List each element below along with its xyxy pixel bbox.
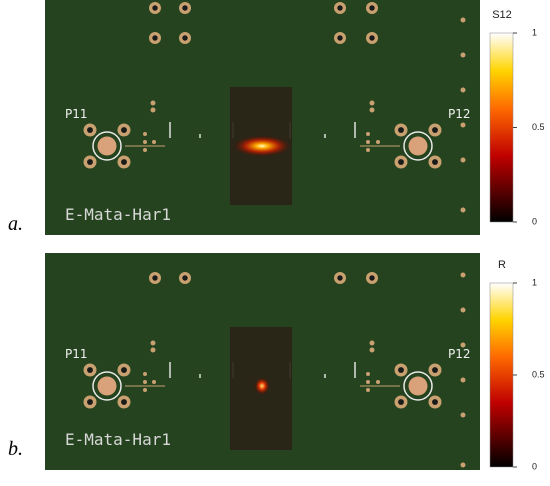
dot: [152, 380, 156, 384]
via-hole: [152, 275, 158, 281]
via-hole: [121, 127, 127, 133]
via-hole: [432, 159, 438, 165]
dot: [460, 272, 466, 278]
pad: [408, 376, 428, 396]
via-hole: [87, 367, 93, 373]
heatmap-spot: [254, 377, 270, 395]
colorbar-tick-label: 0: [532, 216, 537, 226]
port-label: P11: [65, 107, 88, 121]
dot: [366, 148, 370, 152]
dot: [460, 157, 466, 163]
dot: [376, 380, 380, 384]
pad: [97, 136, 117, 156]
via-hole: [398, 159, 404, 165]
dot: [460, 122, 466, 128]
via-hole: [182, 5, 188, 11]
panel: P11 P12 E-Mata-Har1: [45, 0, 480, 235]
pad-ring: [403, 131, 433, 161]
via-hole: [87, 399, 93, 405]
port-label: P12: [448, 347, 471, 361]
pad-ring: [92, 371, 122, 401]
via-hole: [369, 275, 375, 281]
dot: [150, 107, 156, 113]
dot: [143, 140, 147, 144]
pad: [97, 376, 117, 396]
via-hole: [182, 35, 188, 41]
pad-ring: [92, 131, 122, 161]
panel-label: a.: [8, 213, 23, 235]
dot: [369, 100, 375, 106]
via-hole: [337, 275, 343, 281]
dot: [152, 140, 156, 144]
via-hole: [369, 35, 375, 41]
dot: [143, 388, 147, 392]
board-features: [83, 272, 466, 468]
dot: [460, 207, 466, 213]
dot: [460, 342, 466, 348]
board-text: E-Mata-Har1: [65, 430, 171, 449]
via-hole: [432, 399, 438, 405]
dot: [366, 140, 370, 144]
via-hole: [398, 367, 404, 373]
dot: [369, 340, 375, 346]
via-hole: [182, 275, 188, 281]
via-hole: [432, 367, 438, 373]
dot: [150, 100, 156, 106]
colorbar-tick-label: 0.5: [532, 369, 545, 379]
dot: [150, 340, 156, 346]
via-hole: [152, 5, 158, 11]
via-hole: [337, 35, 343, 41]
via-hole: [121, 399, 127, 405]
via-hole: [87, 127, 93, 133]
panel: P11 P12 E-Mata-Har1: [45, 253, 480, 470]
dot: [369, 107, 375, 113]
dot: [366, 132, 370, 136]
port-label: P12: [448, 107, 471, 121]
pad-ring: [403, 371, 433, 401]
colorbar-tick-label: 1: [532, 277, 537, 287]
board-features: [83, 2, 466, 213]
dot: [366, 388, 370, 392]
colorbar-title: S12: [492, 9, 512, 21]
via-hole: [121, 367, 127, 373]
via-hole: [337, 5, 343, 11]
colorbar: [489, 32, 514, 223]
dot: [460, 412, 466, 418]
dot: [143, 372, 147, 376]
dot: [376, 140, 380, 144]
dot: [143, 380, 147, 384]
dot: [460, 17, 466, 23]
colorbar-title: R: [498, 259, 506, 271]
dot: [143, 132, 147, 136]
dot: [460, 87, 466, 93]
pad: [408, 136, 428, 156]
via-hole: [152, 35, 158, 41]
colorbar-tick-label: 0.5: [532, 122, 545, 132]
dot: [460, 52, 466, 58]
via-hole: [432, 127, 438, 133]
via-hole: [87, 159, 93, 165]
dot: [150, 347, 156, 353]
dot: [143, 148, 147, 152]
colorbar-tick-label: 1: [532, 27, 537, 37]
via-hole: [398, 399, 404, 405]
dot: [460, 307, 466, 313]
port-label: P11: [65, 347, 88, 361]
dot: [366, 372, 370, 376]
via-hole: [121, 159, 127, 165]
panel-label: b.: [8, 438, 23, 460]
dot: [460, 462, 466, 468]
heatmap-spot: [232, 135, 292, 157]
dot: [460, 377, 466, 383]
colorbar: [489, 282, 514, 468]
board-text: E-Mata-Har1: [65, 205, 171, 224]
dot: [366, 380, 370, 384]
dot: [369, 347, 375, 353]
via-hole: [398, 127, 404, 133]
colorbar-tick-label: 0: [532, 461, 537, 471]
via-hole: [369, 5, 375, 11]
